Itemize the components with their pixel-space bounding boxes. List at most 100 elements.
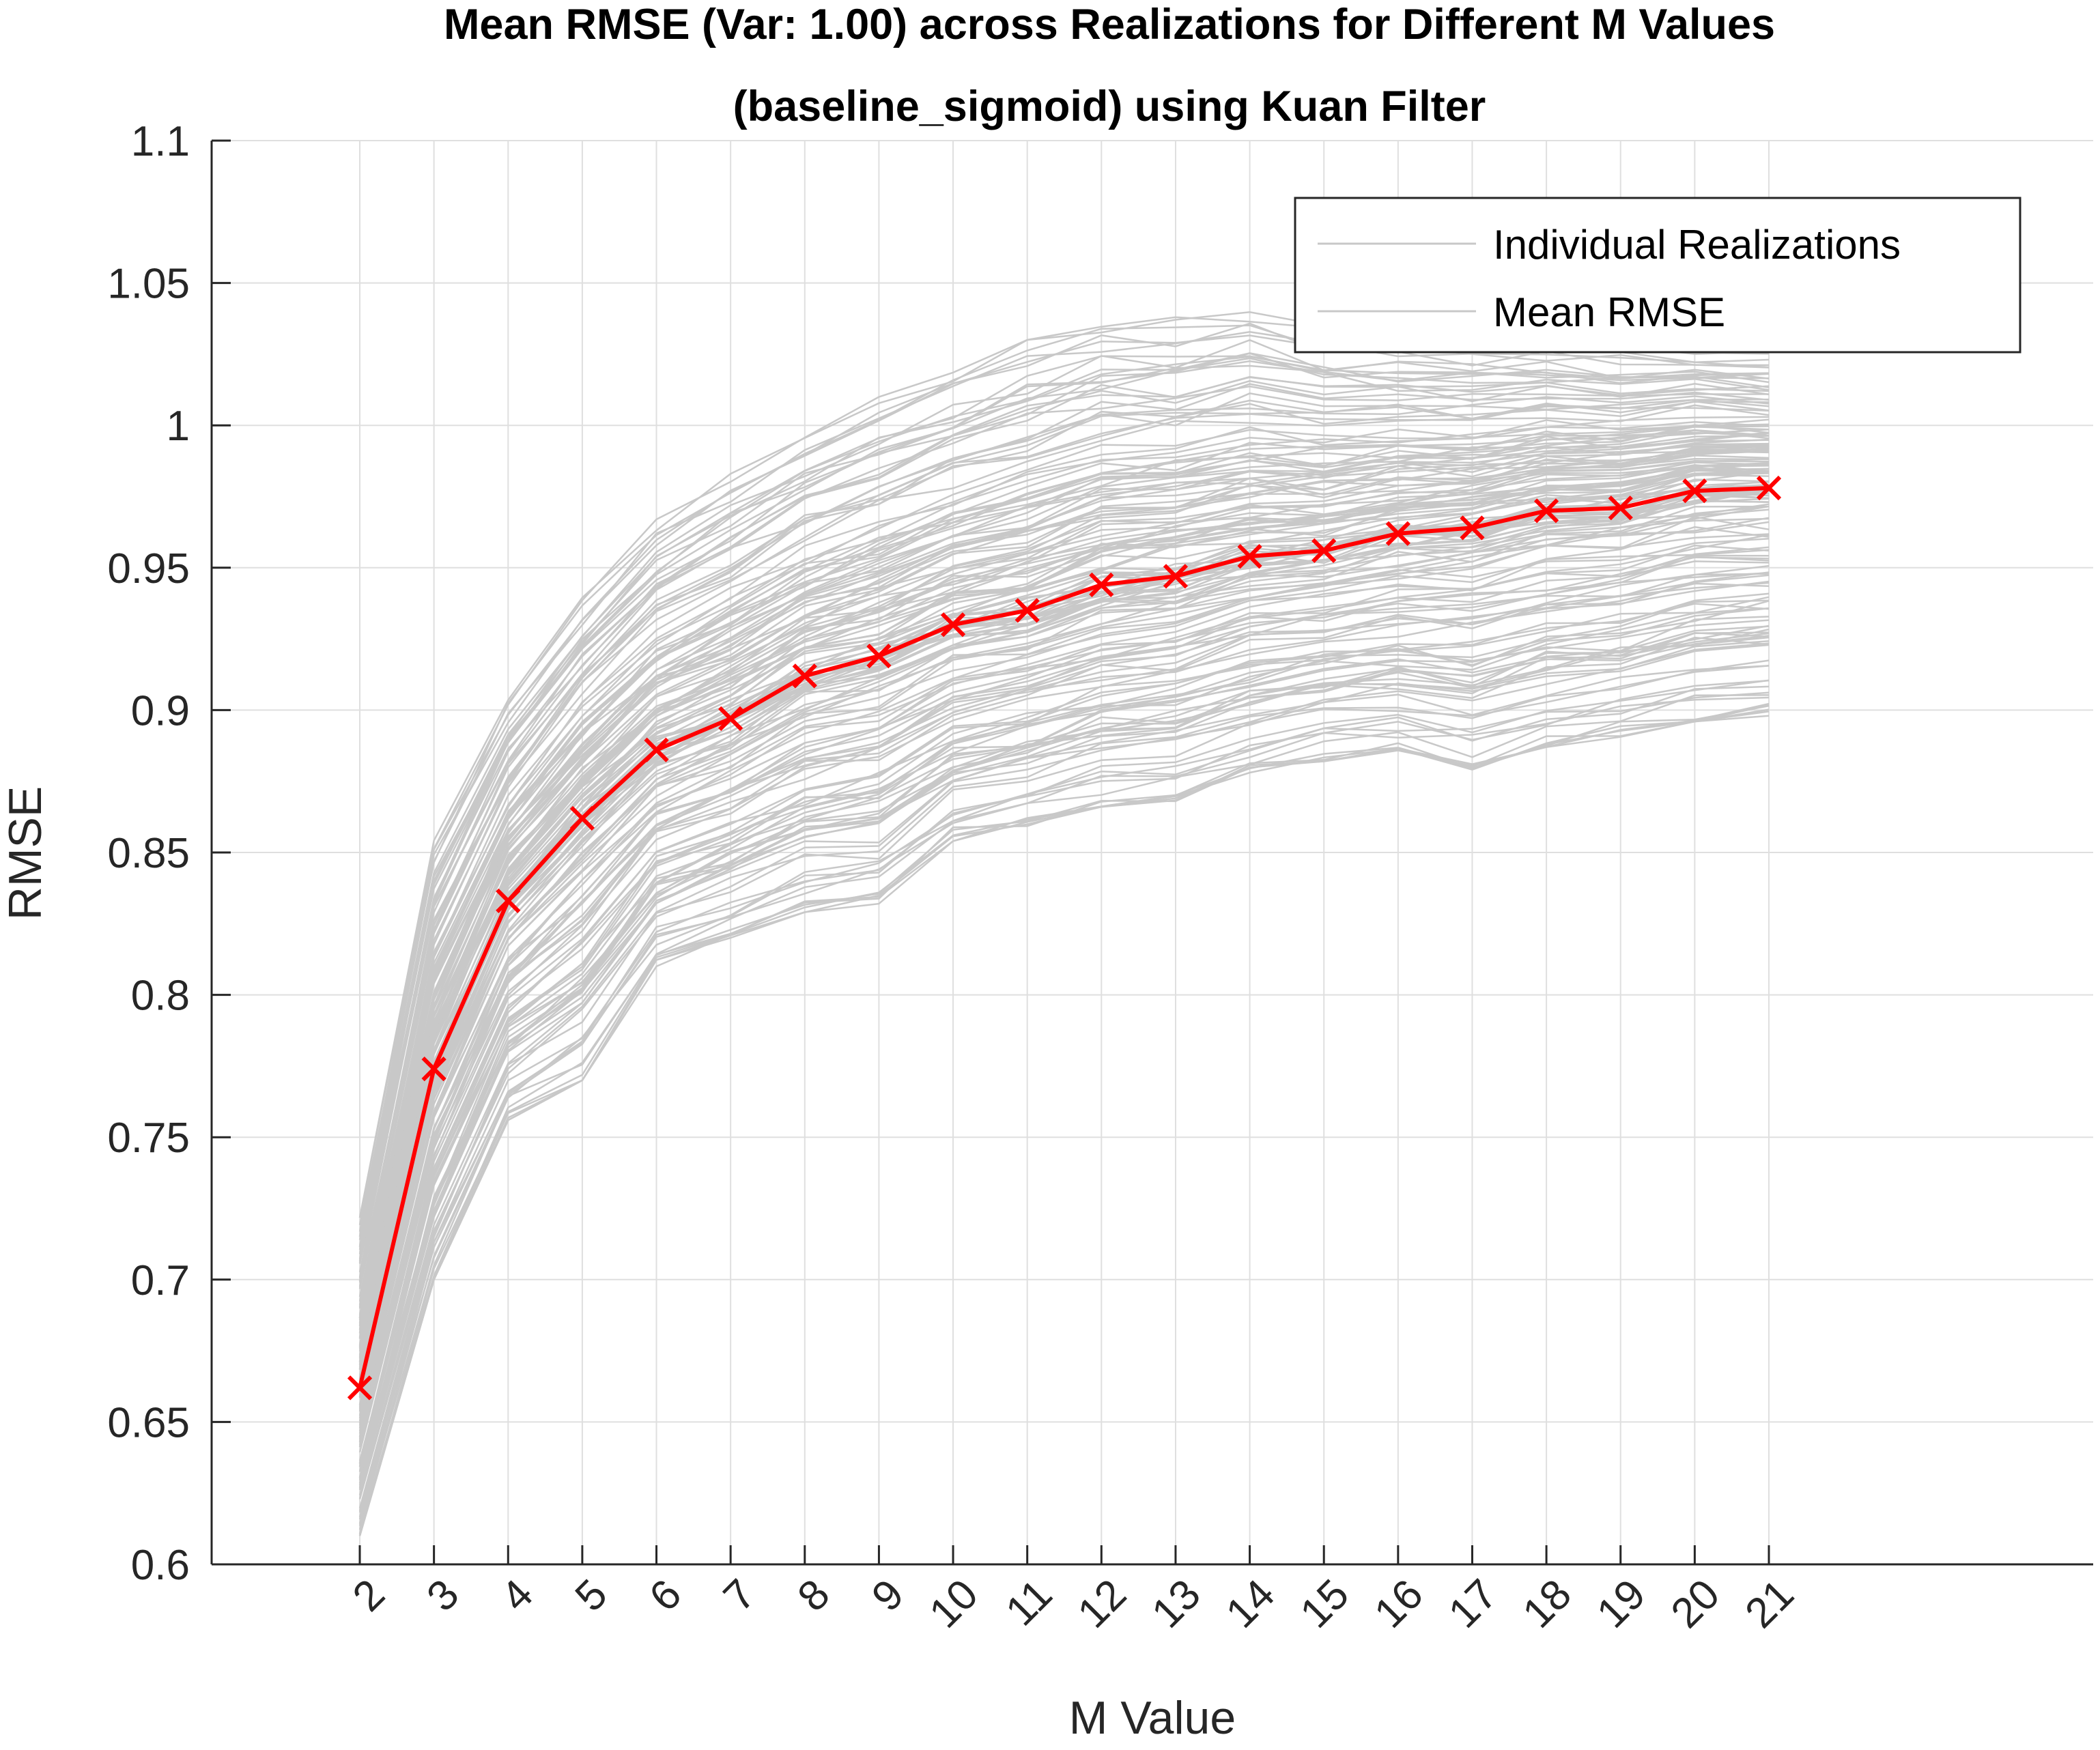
realization-line	[358, 704, 1770, 1530]
mean-rmse-marker	[718, 706, 743, 732]
x-axis-label: M Value	[1069, 1692, 1236, 1744]
realization-line	[358, 474, 1770, 1371]
realization-line	[358, 470, 1770, 1379]
realization-line	[358, 334, 1770, 1232]
individual-realizations	[358, 311, 1770, 1536]
realization-line	[358, 607, 1770, 1467]
y-tick-label: 0.9	[131, 687, 190, 734]
realization-line	[358, 571, 1770, 1448]
realization-line	[358, 708, 1770, 1536]
mean-rmse-marker	[644, 737, 669, 762]
marker-stroke	[496, 888, 521, 914]
mean-rmse-line	[358, 486, 1770, 1388]
marker-stroke	[421, 1056, 446, 1082]
realization-line	[358, 425, 1770, 1315]
realization-line	[358, 580, 1770, 1442]
y-tick-label: 0.95	[107, 545, 190, 592]
realization-line	[358, 517, 1770, 1407]
realization-line	[358, 429, 1770, 1323]
marker-stroke	[866, 644, 892, 669]
mean-rmse-marker	[792, 663, 817, 689]
realization-line	[358, 478, 1770, 1386]
realization-line	[358, 554, 1770, 1434]
mean-rmse-marker	[1533, 498, 1559, 523]
legend-label-realizations: Individual Realizations	[1493, 222, 1901, 268]
y-tick-label: 1.05	[107, 261, 190, 308]
realization-line	[358, 322, 1770, 1237]
realization-line	[358, 364, 1770, 1260]
realization-line	[358, 444, 1770, 1339]
mean-rmse-marker	[1014, 598, 1040, 623]
realization-line	[358, 462, 1770, 1363]
mean-rmse-marker	[496, 888, 521, 914]
legend: Individual Realizations Mean RMSE	[1294, 197, 2021, 354]
realization-line	[358, 665, 1770, 1509]
marker-stroke	[1533, 498, 1559, 523]
y-axis-label: RMSE	[0, 786, 51, 920]
realization-line	[358, 487, 1770, 1386]
realization-line	[358, 642, 1770, 1496]
realization-line	[358, 432, 1770, 1330]
marker-stroke	[1682, 478, 1707, 504]
realization-line	[358, 644, 1770, 1491]
marker-stroke	[1756, 475, 1782, 501]
realization-line	[358, 404, 1770, 1289]
mean-rmse-marker	[569, 805, 595, 831]
realization-line	[358, 360, 1770, 1261]
marker-stroke	[1311, 538, 1337, 563]
legend-box	[1294, 197, 2021, 354]
marker-stroke	[1460, 515, 1485, 541]
mean-rmse-marker	[1089, 572, 1114, 597]
realization-line	[358, 596, 1770, 1463]
realization-line	[358, 696, 1770, 1524]
realization-line	[358, 534, 1770, 1422]
realization-line	[358, 619, 1770, 1472]
mean-rmse-marker	[1756, 475, 1782, 501]
marker-stroke	[347, 1375, 373, 1401]
chart-title-line-1: Mean RMSE (Var: 1.00) across Realization…	[444, 1, 1775, 48]
marker-stroke	[1014, 598, 1040, 623]
mean-rmse-marker	[1163, 564, 1189, 589]
mean-rmse-marker	[1682, 478, 1707, 504]
realization-line	[358, 546, 1770, 1424]
mean-rmse-marker	[1237, 543, 1262, 569]
realization-line	[358, 462, 1770, 1352]
realization-line	[358, 399, 1770, 1278]
realization-line	[358, 508, 1770, 1398]
mean-rmse-marker	[347, 1375, 373, 1401]
marker-stroke	[569, 805, 595, 831]
realization-line	[358, 625, 1770, 1478]
mean-rmse-series	[347, 475, 1782, 1401]
realization-line	[358, 487, 1770, 1384]
y-tick-label: 1	[167, 403, 190, 450]
realization-line	[358, 431, 1770, 1327]
mean-rmse-marker	[1385, 521, 1410, 546]
marker-stroke	[792, 663, 817, 689]
marker-stroke	[1163, 564, 1189, 589]
mean-rmse-marker	[1460, 515, 1485, 541]
realization-line	[358, 607, 1770, 1467]
realization-line	[358, 379, 1770, 1263]
marker-stroke	[1608, 496, 1633, 521]
realization-line	[358, 632, 1770, 1478]
y-tick-label: 0.65	[107, 1399, 190, 1446]
realization-line	[358, 592, 1770, 1464]
realization-line	[358, 691, 1770, 1511]
realization-line	[358, 357, 1770, 1254]
y-tick-label: 0.6	[131, 1542, 190, 1589]
realization-line	[358, 460, 1770, 1357]
mean-rmse-marker	[866, 644, 892, 669]
legend-label-mean: Mean RMSE	[1493, 289, 1725, 335]
realization-line	[358, 480, 1770, 1377]
y-tick-label: 0.7	[131, 1257, 190, 1304]
marker-stroke	[644, 737, 669, 762]
marker-stroke	[940, 612, 966, 637]
realization-line	[358, 556, 1770, 1432]
realization-line	[358, 582, 1770, 1453]
chart-title-line-2: (baseline_sigmoid) using Kuan Filter	[733, 83, 1486, 130]
realization-line	[358, 505, 1770, 1398]
chart-title: Mean RMSE (Var: 1.00) across Realization…	[444, 1, 1775, 130]
marker-stroke	[718, 706, 743, 732]
realization-line	[358, 665, 1770, 1500]
